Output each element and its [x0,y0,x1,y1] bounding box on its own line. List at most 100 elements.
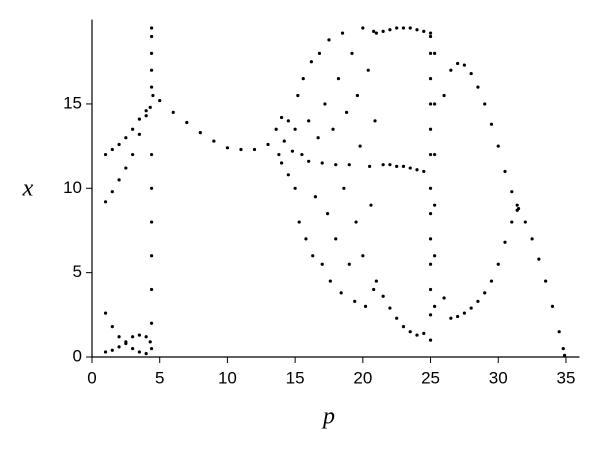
point [307,159,311,163]
point [339,291,343,295]
point [131,127,135,131]
x-tick-label: 5 [155,368,164,387]
point [124,166,128,170]
point [415,168,419,172]
point [408,330,412,334]
point [344,110,349,114]
point [428,212,433,216]
point [286,119,290,123]
point [442,93,446,98]
point [342,186,346,190]
point [149,287,154,292]
point [110,325,114,329]
point [361,254,365,258]
point [297,220,301,224]
point [544,279,548,283]
point [422,169,426,174]
point [358,144,362,148]
point [309,60,313,64]
point [149,152,154,157]
point [563,353,567,357]
point [428,313,433,317]
point [363,304,368,308]
point [316,136,320,140]
point [388,28,392,32]
point [355,93,360,98]
point [388,306,392,310]
point [149,85,154,89]
point [408,166,412,170]
point [347,163,351,167]
point [395,316,399,320]
point [239,147,243,152]
point [317,51,322,55]
point [293,127,297,131]
point [131,335,135,339]
point [144,352,148,356]
point [117,345,121,349]
point [323,102,327,106]
point [433,51,437,55]
point [442,296,446,300]
point [428,102,433,106]
point [149,68,154,72]
point [523,220,527,224]
point [117,178,121,182]
point [369,203,373,207]
point [144,109,148,113]
point [103,350,108,354]
point [388,163,392,167]
point [137,350,141,354]
point [503,169,507,174]
point [415,333,419,337]
point [381,294,385,298]
point [483,102,487,106]
point [149,254,154,258]
point [158,98,162,103]
point [149,26,154,30]
point [550,304,555,308]
point [433,304,437,308]
point [103,311,108,315]
point [293,186,297,190]
point [530,237,534,241]
point [366,68,370,72]
point [279,115,284,120]
point [124,341,128,346]
point [279,161,284,165]
point [307,119,311,123]
point [110,348,114,352]
y-tick-label: 15 [63,93,82,112]
point [117,335,121,339]
point [350,51,354,55]
point [483,291,487,295]
point [462,63,466,67]
y-axis-label: x [22,176,34,202]
point [328,279,332,283]
point [557,330,561,334]
x-tick-label: 15 [286,368,305,387]
point [340,31,345,35]
x-tick-label: 30 [489,368,508,387]
point [336,77,341,81]
point [428,77,433,81]
point [353,299,357,303]
point [137,132,141,136]
point [515,203,519,207]
point [503,240,507,244]
point [137,117,141,121]
point [300,152,304,157]
point [185,120,189,125]
point [304,237,308,241]
point [374,279,378,283]
point [395,26,399,30]
point [428,237,433,241]
point [326,212,330,216]
point [144,335,148,339]
point [433,152,437,157]
point [449,68,453,72]
point [110,190,114,194]
point [401,26,406,30]
